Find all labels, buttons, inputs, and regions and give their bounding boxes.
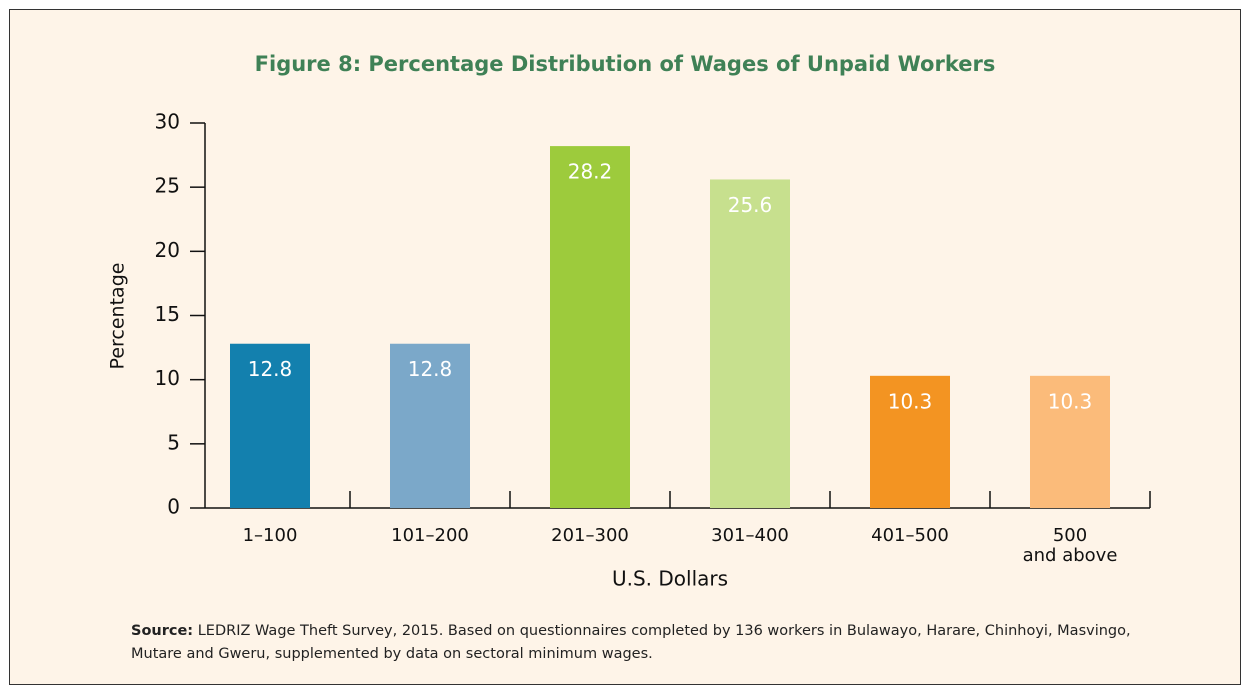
x-tick-label: 1–100 [243, 525, 298, 546]
chart-title: Figure 8: Percentage Distribution of Wag… [255, 52, 996, 76]
x-tick-label: 201–300 [551, 525, 629, 546]
source-label: Source: [131, 623, 194, 639]
x-tick-label: 500 and above [1023, 525, 1118, 566]
bar [230, 343, 310, 508]
value-label: 12.8 [408, 357, 453, 381]
y-tick-label: 0 [167, 495, 180, 519]
y-tick-label: 15 [155, 302, 180, 326]
y-tick-label: 20 [155, 238, 180, 262]
bar [390, 343, 470, 508]
bar [550, 146, 630, 508]
value-label: 10.3 [1048, 389, 1093, 413]
bar [710, 179, 790, 508]
x-axis-label: U.S. Dollars [612, 567, 728, 591]
y-tick-label: 25 [155, 174, 180, 198]
value-label: 10.3 [888, 389, 933, 413]
source-note: Source: LEDRIZ Wage Theft Survey, 2015. … [131, 620, 1131, 666]
x-tick-label: 101–200 [391, 525, 469, 546]
value-label: 25.6 [728, 193, 773, 217]
y-tick-label: 5 [167, 430, 180, 454]
value-label: 28.2 [568, 160, 613, 184]
y-tick-label: 30 [155, 110, 180, 134]
bar [870, 375, 950, 508]
bar [1030, 375, 1110, 508]
y-tick-label: 10 [155, 366, 180, 390]
source-text: LEDRIZ Wage Theft Survey, 2015. Based on… [131, 623, 1131, 662]
x-tick-label: 301–400 [711, 525, 789, 546]
y-axis-label: Percentage [107, 263, 129, 370]
value-label: 12.8 [248, 357, 293, 381]
x-tick-label: 401–500 [871, 525, 949, 546]
